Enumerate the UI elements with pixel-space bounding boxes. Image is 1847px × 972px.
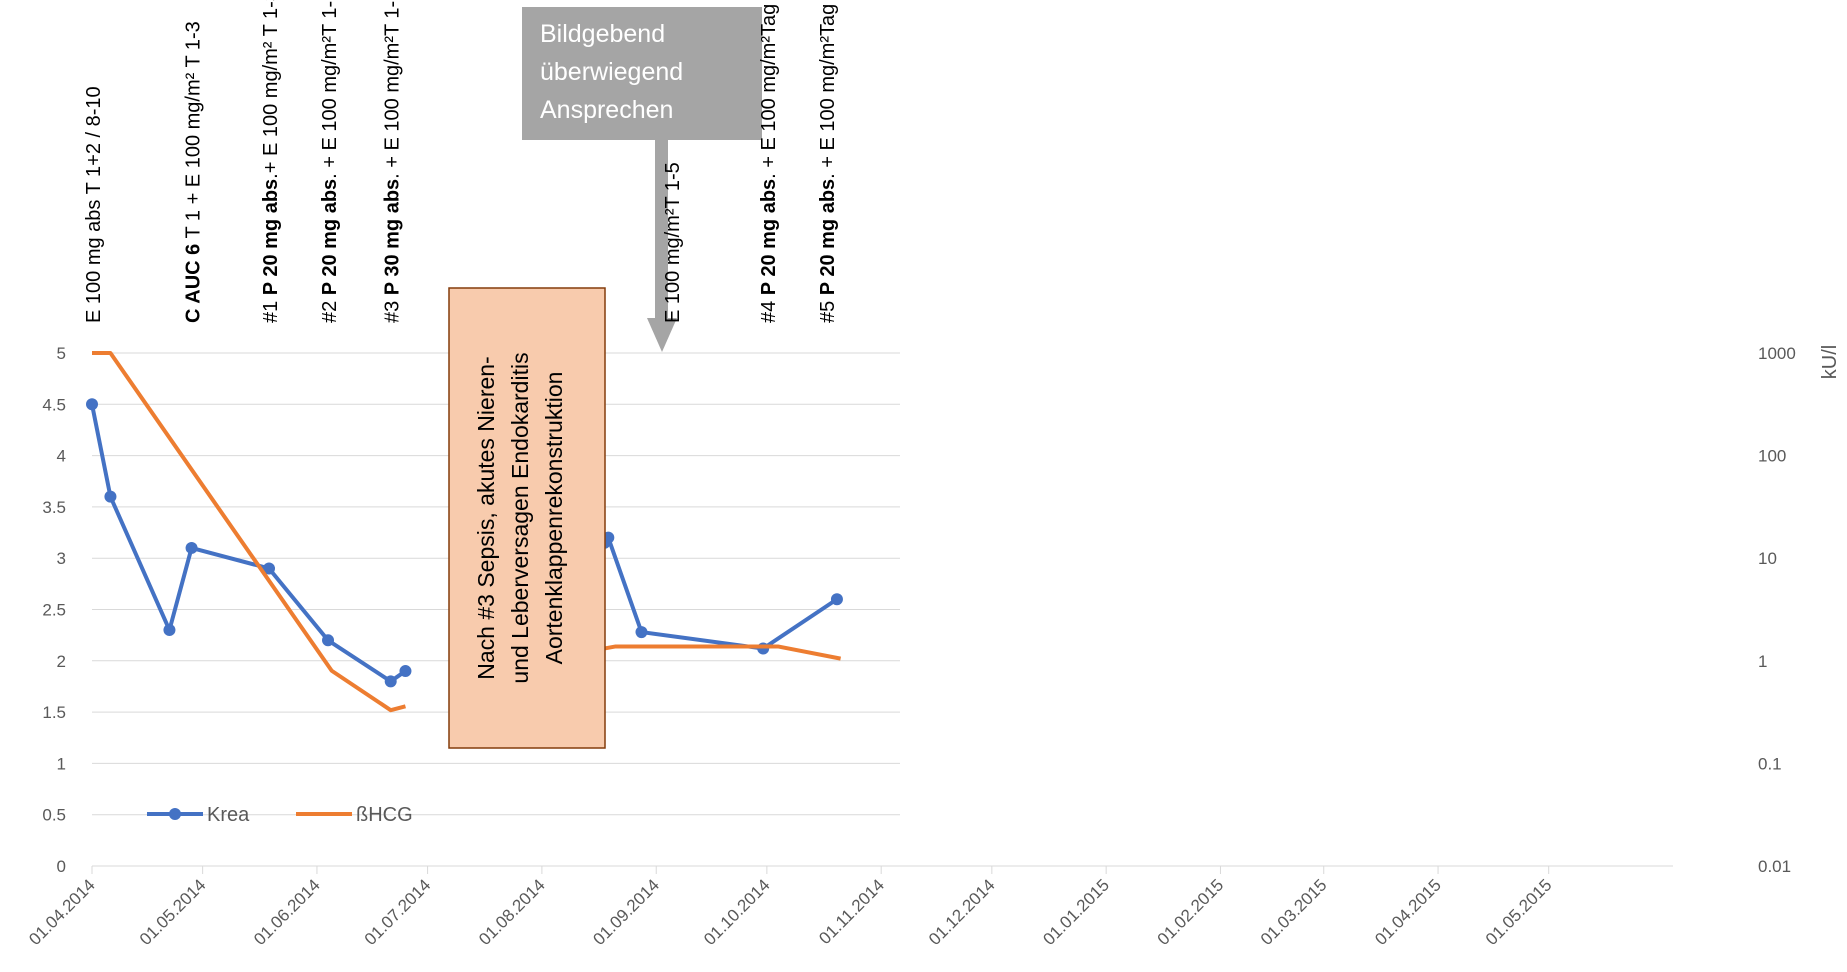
annotation-part: #1	[260, 295, 282, 323]
y-left-tick-label: 1	[57, 754, 66, 773]
annotation-label: #2 P 20 mg abs. + E 100 mg/m²T 1-5	[319, 0, 341, 323]
annotation-label: #3 P 30 mg abs. + E 100 mg/m²T 1-5	[382, 0, 404, 323]
legend-marker	[169, 808, 181, 820]
callout-arrowhead	[647, 318, 677, 352]
x-tick-label: 01.02.2015	[1154, 875, 1228, 949]
data-point-krea	[635, 626, 648, 639]
annotation-part: #5	[817, 295, 839, 323]
annotation-part: #2	[319, 295, 341, 323]
x-tick-label: 01.07.2014	[361, 875, 435, 949]
legend: Krea ßHCG	[147, 804, 413, 826]
annotation-part: C AUC 6	[183, 244, 205, 323]
data-point-krea	[185, 541, 198, 554]
x-tick-label: 01.04.2014	[25, 875, 99, 949]
callout-line: überwiegend	[540, 58, 683, 86]
note-box-line: und Leberversagen Endokarditis	[507, 352, 533, 683]
y-left-tick-label: 3.5	[42, 498, 66, 517]
data-point-krea	[163, 624, 176, 637]
y-axis-right: 0.01 0.1 1 10 100 1000	[1758, 344, 1796, 876]
annotation-part: P 20 mg abs	[758, 179, 780, 295]
x-tick-label: 01.11.2014	[815, 875, 888, 948]
annotation-part: . + E 100 mg/m²Tag 1-5	[817, 0, 839, 179]
x-tick-label: 01.08.2014	[475, 875, 549, 949]
callout-rect	[522, 7, 762, 140]
x-tick-label: 01.01.2015	[1039, 875, 1113, 949]
y-right-tick-label: 0.01	[1758, 857, 1791, 876]
callout-box: Bildgebend überwiegend Ansprechen	[522, 7, 762, 352]
note-box: Nach #3 Sepsis, akutes Nieren-und Leberv…	[448, 287, 606, 749]
y-left-tick-label: 4	[57, 447, 66, 466]
callout-line: Ansprechen	[540, 96, 673, 124]
x-tick-label: 01.05.2014	[136, 875, 210, 949]
note-box-line: Nach #3 Sepsis, akutes Nieren-	[473, 356, 499, 679]
annotation-part: P 20 mg abs	[817, 179, 839, 295]
y-axis-left: 0 0.5 1 1.5 2 2.5 3 3.5 4 4.5 5	[42, 344, 66, 876]
annotation-part: T 1 + E 100 mg/m² T 1-3	[183, 21, 205, 244]
annotation-label: E 100 mg/m²T 1-5	[662, 162, 684, 323]
x-tick-label: 01.06.2014	[250, 875, 324, 949]
annotation-part: #4	[758, 295, 780, 323]
series-line-ßhcg	[92, 351, 406, 713]
data-point-krea	[322, 634, 335, 647]
legend-label-krea: Krea	[207, 804, 250, 826]
annotations: E 100 mg abs T 1+2 / 8-10 C AUC 6 T 1 + E…	[83, 0, 839, 323]
annotation-part: . + E 100 mg/m²T 1-5	[382, 0, 404, 179]
annotation-part: P 20 mg abs	[319, 179, 341, 295]
series-line-ßhcg	[604, 644, 842, 661]
series-line-krea	[90, 403, 407, 684]
annotation-part: P 20 mg abs	[260, 179, 282, 295]
x-tick-label: 01.12.2014	[925, 875, 999, 949]
annotation-part: . + E 100 mg/m²T 1-5	[319, 0, 341, 179]
x-tick-label: 01.10.2014	[700, 875, 774, 949]
series-layer	[86, 351, 843, 713]
y-axis-right-title: kU/l	[1819, 345, 1841, 379]
annotation-part: . + E 100 mg/m²Tag 1-5	[758, 0, 780, 179]
callout-arrow-shaft	[655, 140, 668, 318]
annotation-part: P 30 mg abs	[382, 179, 404, 295]
y-right-tick-label: 0.1	[1758, 754, 1782, 773]
annotation-part: E 100 mg abs T 1+2 / 8-10	[83, 86, 105, 323]
x-tick-label: 01.09.2014	[589, 875, 663, 949]
y-right-tick-label: 100	[1758, 447, 1786, 466]
y-right-tick-label: 1000	[1758, 344, 1796, 363]
data-point-krea	[104, 490, 117, 503]
y-left-tick-label: 1.5	[42, 703, 66, 722]
annotation-label: E 100 mg abs T 1+2 / 8-10	[83, 86, 105, 323]
annotation-part: .+ E 100 mg/m² T 1-3	[260, 0, 282, 179]
x-tick-label: 01.05.2015	[1482, 875, 1556, 949]
note-box-rect	[448, 287, 606, 749]
annotation-label: C AUC 6 T 1 + E 100 mg/m² T 1-3	[183, 21, 205, 323]
annotation-label: #1 P 20 mg abs.+ E 100 mg/m² T 1-3	[260, 0, 282, 323]
y-left-tick-label: 2	[57, 652, 66, 671]
x-tick-label: 01.03.2015	[1257, 875, 1331, 949]
y-left-tick-label: 3	[57, 549, 66, 568]
annotation-part: E 100 mg/m²T 1-5	[662, 162, 684, 323]
callout-line: Bildgebend	[540, 20, 665, 48]
data-point-krea	[263, 562, 276, 575]
y-left-tick-label: 5	[57, 344, 66, 363]
data-point-krea	[757, 642, 770, 655]
annotation-label: #5 P 20 mg abs. + E 100 mg/m²Tag 1-5	[817, 0, 839, 323]
y-right-tick-label: 10	[1758, 549, 1777, 568]
data-point-krea	[399, 665, 412, 678]
legend-label-ßhcg: ßHCG	[356, 804, 413, 826]
y-left-tick-label: 4.5	[42, 395, 66, 414]
x-tick-label: 01.04.2015	[1371, 875, 1445, 949]
note-box-line: Aortenklappenrekonstruktion	[541, 372, 567, 665]
x-axis: 01.04.2014 01.05.2014 01.06.2014 01.07.2014…	[25, 865, 1673, 949]
data-point-krea	[86, 398, 98, 411]
annotation-part: #3	[382, 295, 404, 323]
data-point-krea	[830, 593, 843, 606]
y-left-tick-label: 2.5	[42, 601, 66, 620]
data-point-krea	[384, 675, 397, 688]
y-left-tick-label: 0	[57, 857, 66, 876]
y-right-tick-label: 1	[1758, 652, 1767, 671]
y-left-tick-label: 0.5	[42, 806, 66, 825]
annotation-label: #4 P 20 mg abs. + E 100 mg/m²Tag 1-5	[758, 0, 780, 323]
